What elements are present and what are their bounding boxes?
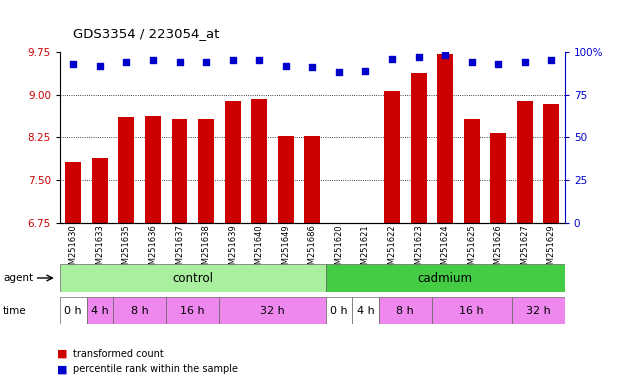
Bar <box>490 133 506 223</box>
Point <box>201 59 211 65</box>
Text: ■: ■ <box>57 364 68 374</box>
Point <box>546 57 557 63</box>
Point <box>228 57 238 63</box>
Text: 0 h: 0 h <box>64 306 82 316</box>
FancyBboxPatch shape <box>512 297 565 324</box>
Point <box>95 63 105 69</box>
FancyBboxPatch shape <box>379 297 432 324</box>
Bar <box>251 99 267 223</box>
FancyBboxPatch shape <box>326 297 352 324</box>
Point <box>121 59 131 65</box>
Point <box>307 64 317 70</box>
Point <box>281 63 291 69</box>
Text: agent: agent <box>3 273 33 283</box>
Point <box>387 56 397 62</box>
FancyBboxPatch shape <box>220 297 326 324</box>
FancyBboxPatch shape <box>352 297 379 324</box>
Text: 4 h: 4 h <box>357 306 374 316</box>
Text: 32 h: 32 h <box>260 306 285 316</box>
Bar <box>411 73 427 223</box>
Point <box>254 57 264 63</box>
Bar <box>65 162 81 223</box>
Bar <box>119 118 134 223</box>
Bar <box>437 54 453 223</box>
FancyBboxPatch shape <box>60 264 326 292</box>
Bar <box>172 119 187 223</box>
FancyBboxPatch shape <box>326 264 565 292</box>
FancyBboxPatch shape <box>166 297 220 324</box>
Text: 8 h: 8 h <box>396 306 414 316</box>
Point <box>493 61 504 67</box>
Point <box>360 68 370 74</box>
Bar <box>464 119 480 223</box>
Text: time: time <box>3 306 27 316</box>
FancyBboxPatch shape <box>432 297 512 324</box>
Text: cadmium: cadmium <box>418 271 473 285</box>
Text: 16 h: 16 h <box>180 306 205 316</box>
Bar <box>384 91 400 223</box>
Text: GDS3354 / 223054_at: GDS3354 / 223054_at <box>73 27 219 40</box>
FancyBboxPatch shape <box>86 297 113 324</box>
Point <box>413 54 423 60</box>
Point <box>148 57 158 63</box>
Bar <box>145 116 161 223</box>
Point <box>520 59 530 65</box>
Bar <box>198 119 214 223</box>
Bar <box>278 136 294 223</box>
Text: ■: ■ <box>57 349 68 359</box>
Bar <box>331 223 347 227</box>
Text: control: control <box>172 271 213 285</box>
FancyBboxPatch shape <box>60 297 86 324</box>
Bar <box>543 104 560 223</box>
Text: 8 h: 8 h <box>131 306 148 316</box>
Point <box>68 61 78 67</box>
Point <box>440 52 451 58</box>
Point <box>334 69 344 75</box>
Point <box>467 59 477 65</box>
Text: 4 h: 4 h <box>91 306 109 316</box>
Text: 32 h: 32 h <box>526 306 551 316</box>
Point <box>174 59 184 65</box>
Bar <box>92 158 108 223</box>
Text: 0 h: 0 h <box>330 306 348 316</box>
Bar <box>225 101 240 223</box>
FancyBboxPatch shape <box>113 297 166 324</box>
Bar <box>517 101 533 223</box>
Text: percentile rank within the sample: percentile rank within the sample <box>73 364 237 374</box>
Text: transformed count: transformed count <box>73 349 163 359</box>
Bar <box>304 136 321 223</box>
Bar <box>358 223 374 225</box>
Text: 16 h: 16 h <box>459 306 484 316</box>
